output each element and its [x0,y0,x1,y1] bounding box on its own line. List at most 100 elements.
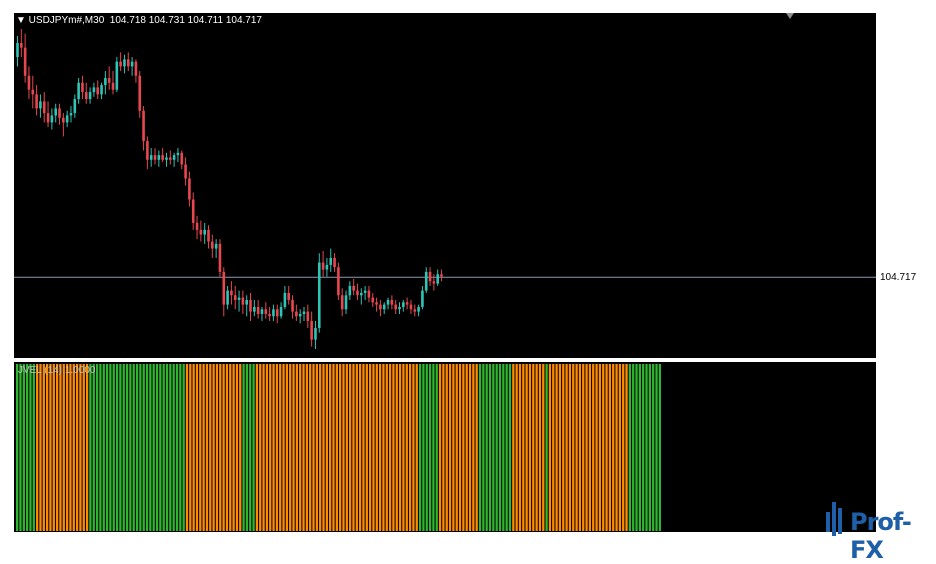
indicator-bar [29,364,32,531]
indicator-bar [149,364,152,531]
indicator-bar [522,364,525,531]
indicator-bar [618,364,622,531]
candle-body [153,155,157,160]
candle-body [245,299,248,305]
indicator-bar [448,364,452,531]
candle-body [405,302,409,305]
candle-body [317,262,321,328]
indicator-bar [302,364,305,531]
indicator-bar [279,364,282,531]
candle-body [92,87,96,93]
candle-body [398,306,401,310]
candle-body [371,297,375,303]
indicator-bar [498,364,502,531]
candle-body [302,311,306,314]
indicator-bar [199,364,202,531]
candle-body [100,85,103,95]
indicator-bar [345,364,348,531]
candle-body [310,320,313,340]
candle-body [69,113,73,116]
candle-body [222,271,226,305]
indicator-axis-bottom: 0 [880,523,886,534]
candle-body [348,285,352,296]
indicator-bar [632,364,635,531]
candle-body [199,229,203,235]
indicator-label: JVEL (14) 1.0000 [18,365,96,376]
indicator-bar [315,364,318,531]
indicator-bar [289,364,292,531]
candle-body [195,222,199,230]
indicator-bar [249,364,252,531]
y-tick-label: 104.380 [883,352,920,363]
indicator-bar [225,364,229,531]
indicator-bar [638,364,642,531]
candle-body [46,113,50,123]
indicator-bar [535,364,538,531]
indicator-bar [488,364,492,531]
indicator-bar [339,364,342,531]
candle-body [356,290,359,296]
indicator-bar [52,364,55,531]
indicator-bar [292,364,295,531]
indicator-bar [538,364,542,531]
candle-body [27,75,31,90]
indicator-bar [352,364,355,531]
candle-body [180,152,184,165]
candle-body [394,304,397,310]
candle-body [436,274,439,284]
indicator-bar [229,364,232,531]
indicator-bar [132,364,135,531]
indicator-bar [455,364,458,531]
indicator-bar [425,364,428,531]
indicator-bar [608,364,612,531]
indicator-bar [588,364,592,531]
indicator-bar [32,364,35,531]
indicator-bar [42,364,45,531]
indicator-bar [185,364,189,531]
candle-body [275,309,279,317]
indicator-bar [135,364,139,531]
indicator-bar [22,364,25,531]
candle-body [230,290,233,296]
indicator-axis-top: 1 [880,364,886,375]
candle-body [138,75,142,111]
indicator-bar [658,364,661,531]
candle-body [31,89,35,95]
indicator-bar [16,364,19,531]
indicator-bar [312,364,315,531]
indicator-bar [35,364,39,531]
indicator-bar [109,364,112,531]
candle-body [237,297,241,300]
indicator-bar [325,364,328,531]
candle-body [390,299,394,305]
candle-body [337,267,340,296]
y-tick-label: 105.665 [883,51,920,62]
indicator-bar [368,364,372,531]
indicator-bar [139,364,142,531]
indicator-bar [468,364,472,531]
shift-marker-icon [786,13,794,19]
candle-body [241,297,245,305]
indicator-bar [612,364,615,531]
indicator-bar [129,364,132,531]
candle-body [207,229,210,242]
indicator-bar [432,364,435,531]
indicator-bar [215,364,219,531]
chart-window: 105.810 105.665 105.520 105.380 105.240 105.0… [14,13,920,564]
indicator-bar [485,364,488,531]
indicator-bar [319,364,322,531]
candle-body [340,295,344,310]
candle-body [298,313,302,317]
candle-body [413,309,417,312]
candle-body [233,295,237,300]
candle-body [191,199,195,223]
indicator-bar [182,364,185,531]
indicator-bar [472,364,475,531]
indicator-bar [145,364,149,531]
indicator-bar [508,364,512,531]
price-chart-pane[interactable] [14,13,876,358]
candle-body [375,302,378,305]
indicator-bar [239,364,242,531]
indicator-bar [602,364,605,531]
y-tick-label: 105.810 [883,18,920,29]
